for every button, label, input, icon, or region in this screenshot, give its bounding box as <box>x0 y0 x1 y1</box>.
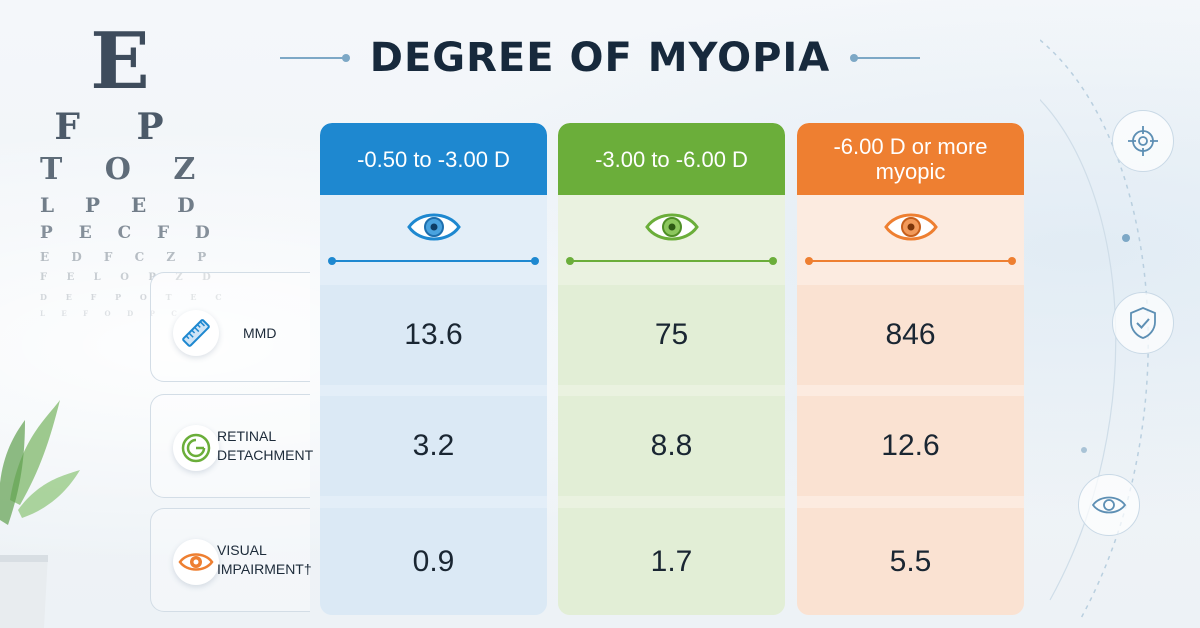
title-bar: DEGREE OF MYOPIA <box>280 28 920 88</box>
title-divider-left <box>280 54 350 62</box>
column-moderate: -3.00 to -6.00 D 75 8.8 1.7 <box>558 123 785 615</box>
plant-decoration <box>0 400 80 628</box>
eye-icon <box>883 213 938 241</box>
eye-chart-row: L P E D <box>40 193 207 217</box>
table-cell: 3.2 <box>320 396 547 496</box>
row-label-visual-impairment: VISUAL IMPAIRMENT† <box>150 508 312 612</box>
retina-icon <box>173 425 219 471</box>
right-decoration <box>1040 0 1200 628</box>
shield-check-icon <box>1112 292 1174 354</box>
row-label-mmd: MMD <box>150 272 310 382</box>
page-title: DEGREE OF MYOPIA <box>369 35 831 81</box>
eye-chart-row: F E L O P Z D <box>40 272 219 283</box>
eye-icon <box>406 213 461 241</box>
column-icon-area <box>558 195 785 283</box>
eye-chart-row: P E C F D <box>40 223 220 243</box>
column-header: -0.50 to -3.00 D <box>320 123 547 195</box>
table-cell: 1.7 <box>558 508 785 615</box>
column-mild: -0.50 to -3.00 D 13.6 3.2 0.9 <box>320 123 547 615</box>
table-cell: 8.8 <box>558 396 785 496</box>
column-divider <box>566 257 777 265</box>
table-cell: 0.9 <box>320 508 547 615</box>
column-header: -3.00 to -6.00 D <box>558 123 785 195</box>
row-label-text: VISUAL IMPAIRMENT† <box>217 542 312 577</box>
eye-chart-row: E <box>90 16 150 107</box>
row-label-text: RETINAL DETACHMENT <box>217 428 314 463</box>
eye-icon <box>173 539 219 585</box>
table-cell: 5.5 <box>797 508 1024 615</box>
column-divider <box>328 257 539 265</box>
column-icon-area <box>320 195 547 283</box>
column-high: -6.00 D or more myopic 846 12.6 5.5 <box>797 123 1024 615</box>
row-label-text: MMD <box>243 325 277 341</box>
column-divider <box>805 257 1016 265</box>
eye-chart-row: F P <box>54 106 186 148</box>
table-cell: 12.6 <box>797 396 1024 496</box>
target-icon <box>1112 110 1174 172</box>
title-divider-right <box>850 54 920 62</box>
table-cell: 846 <box>797 285 1024 385</box>
eye-chart-row: T O Z <box>40 152 212 187</box>
ruler-icon <box>173 310 219 356</box>
column-icon-area <box>797 195 1024 283</box>
column-header: -6.00 D or more myopic <box>797 123 1024 195</box>
eye-chart-row: D E F P O T E C <box>40 292 230 302</box>
row-label-retinal-detachment: RETINAL DETACHMENT <box>150 394 314 498</box>
eye-chart-row: L E F O D P C T <box>40 309 206 318</box>
table-cell: 75 <box>558 285 785 385</box>
eye-icon <box>644 213 699 241</box>
eye-icon <box>1078 474 1140 536</box>
eye-chart: E F P T O Z L P E D P E C F D E D F C Z … <box>40 16 230 322</box>
eye-chart-row: E D F C Z P <box>40 250 216 264</box>
table-cell: 13.6 <box>320 285 547 385</box>
